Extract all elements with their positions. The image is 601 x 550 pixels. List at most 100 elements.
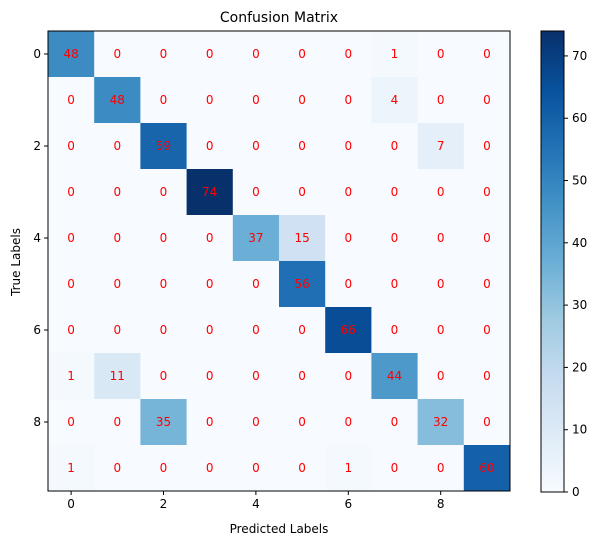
cell-label-r8-c8: 32 — [433, 415, 448, 429]
x-tick-label: 6 — [344, 497, 352, 511]
heatmap-cell-r5-c4 — [232, 261, 280, 308]
cell-label-r0-c5: 0 — [298, 47, 306, 61]
heatmap-cell-r6-c6 — [325, 307, 372, 354]
cell-label-r2-c4: 0 — [252, 139, 260, 153]
heatmap-cell-r2-c1 — [94, 123, 141, 170]
cell-label-r9-c0: 1 — [67, 461, 75, 475]
heatmap-cell-r6-c7 — [371, 307, 419, 354]
heatmap-cell-r1-c6 — [325, 77, 372, 124]
heatmap-cell-r3-c9 — [463, 169, 511, 216]
cell-label-r9-c2: 0 — [160, 461, 168, 475]
cell-label-r1-c7: 4 — [391, 93, 399, 107]
y-axis-label: True Labels — [9, 228, 23, 297]
cell-label-r1-c0: 0 — [67, 93, 75, 107]
heatmap-cell-r2-c8 — [417, 123, 465, 170]
heatmap-cell-r3-c3 — [186, 169, 234, 216]
heatmap-cell-r8-c0 — [48, 399, 95, 446]
plot-frame — [47, 30, 511, 492]
colorbar-frame — [540, 30, 565, 493]
heatmap-cell-r3-c2 — [140, 169, 188, 216]
heatmap-cell-r7-c2 — [140, 353, 188, 400]
heatmap-cell-r4-c3 — [186, 215, 234, 262]
heatmap-cell-r9-c4 — [232, 445, 280, 492]
cell-label-r8-c3: 0 — [206, 415, 214, 429]
cell-label-r6-c3: 0 — [206, 323, 214, 337]
cell-label-r0-c0: 48 — [63, 47, 78, 61]
heatmap-cell-r8-c3 — [186, 399, 234, 446]
cell-label-r6-c9: 0 — [483, 323, 491, 337]
cell-label-r4-c3: 0 — [206, 231, 214, 245]
heatmap-cell-r7-c1 — [94, 353, 141, 400]
heatmap-cell-r0-c4 — [232, 31, 280, 78]
heatmap-cell-r2-c5 — [279, 123, 326, 170]
heatmap-cell-r3-c6 — [325, 169, 372, 216]
y-tick-label: 8 — [33, 415, 41, 429]
cell-label-r0-c9: 0 — [483, 47, 491, 61]
heatmap-cell-r8-c6 — [325, 399, 372, 446]
heatmap-cell-r2-c7 — [371, 123, 419, 170]
heatmap-cell-r5-c3 — [186, 261, 234, 308]
heatmap-cell-r3-c8 — [417, 169, 465, 216]
colorbar-tick-label: 10 — [572, 423, 587, 437]
heatmap-cell-r3-c5 — [279, 169, 326, 216]
heatmap-cell-r9-c5 — [279, 445, 326, 492]
cell-label-r4-c5: 15 — [294, 231, 309, 245]
heatmap-cell-r8-c4 — [232, 399, 280, 446]
colorbar-tick-label: 60 — [572, 111, 587, 125]
heatmap-cell-r9-c3 — [186, 445, 234, 492]
heatmap-cell-r7-c5 — [279, 353, 326, 400]
heatmap-cell-r1-c9 — [463, 77, 511, 124]
cell-label-r2-c2: 59 — [156, 139, 171, 153]
heatmap-cell-r2-c3 — [186, 123, 234, 170]
heatmap-cell-r5-c2 — [140, 261, 188, 308]
cell-label-r7-c8: 0 — [437, 369, 445, 383]
cell-label-r9-c3: 0 — [206, 461, 214, 475]
cell-label-r5-c7: 0 — [391, 277, 399, 291]
heatmap-cell-r5-c0 — [48, 261, 95, 308]
heatmap-cell-r6-c0 — [48, 307, 95, 354]
heatmap-cell-r4-c5 — [279, 215, 326, 262]
cell-label-r2-c8: 7 — [437, 139, 445, 153]
cell-label-r3-c4: 0 — [252, 185, 260, 199]
heatmap-cell-r8-c7 — [371, 399, 419, 446]
cell-label-r5-c3: 0 — [206, 277, 214, 291]
cell-label-r9-c6: 1 — [344, 461, 352, 475]
heatmap-cell-r0-c0 — [48, 31, 95, 78]
heatmap-cell-r7-c0 — [48, 353, 95, 400]
heatmap-cell-r6-c4 — [232, 307, 280, 354]
cell-label-r0-c8: 0 — [437, 47, 445, 61]
heatmap-cell-r0-c1 — [94, 31, 141, 78]
cell-label-r1-c4: 0 — [252, 93, 260, 107]
cell-label-r8-c4: 0 — [252, 415, 260, 429]
heatmap-cell-r7-c9 — [463, 353, 511, 400]
cell-label-r4-c1: 0 — [113, 231, 121, 245]
heatmap-cell-r5-c9 — [463, 261, 511, 308]
cell-label-r1-c5: 0 — [298, 93, 306, 107]
colorbar-tick-label: 70 — [572, 49, 587, 63]
cell-label-r8-c1: 0 — [113, 415, 121, 429]
heatmap-cell-r1-c4 — [232, 77, 280, 124]
heatmap-cell-r2-c6 — [325, 123, 372, 170]
heatmap-cells: 48 0 0 0 0 0 0 1 0 0 0 48 0 0 0 0 0 4 0 0 0 0 59 0 0 0 0 0 7 0 0 0 0 74 0 0… — [48, 31, 511, 492]
cell-label-r3-c2: 0 — [160, 185, 168, 199]
cell-label-r8-c2: 35 — [156, 415, 171, 429]
heatmap-cell-r9-c6 — [325, 445, 372, 492]
heatmap-cell-r2-c2 — [140, 123, 188, 170]
cell-label-r9-c7: 0 — [391, 461, 399, 475]
cell-label-r7-c3: 0 — [206, 369, 214, 383]
cell-label-r7-c1: 11 — [110, 369, 125, 383]
x-tick-label: 0 — [67, 497, 75, 511]
heatmap-cell-r5-c1 — [94, 261, 141, 308]
cell-label-r6-c7: 0 — [391, 323, 399, 337]
cell-label-r6-c5: 0 — [298, 323, 306, 337]
heatmap-cell-r7-c7 — [371, 353, 419, 400]
cell-label-r4-c0: 0 — [67, 231, 75, 245]
heatmap-cell-r8-c1 — [94, 399, 141, 446]
colorbar-tick-label: 0 — [572, 485, 580, 499]
cell-label-r0-c6: 0 — [344, 47, 352, 61]
cell-label-r8-c6: 0 — [344, 415, 352, 429]
heatmap-cell-r8-c9 — [463, 399, 511, 446]
cell-label-r9-c1: 0 — [113, 461, 121, 475]
cell-label-r1-c9: 0 — [483, 93, 491, 107]
